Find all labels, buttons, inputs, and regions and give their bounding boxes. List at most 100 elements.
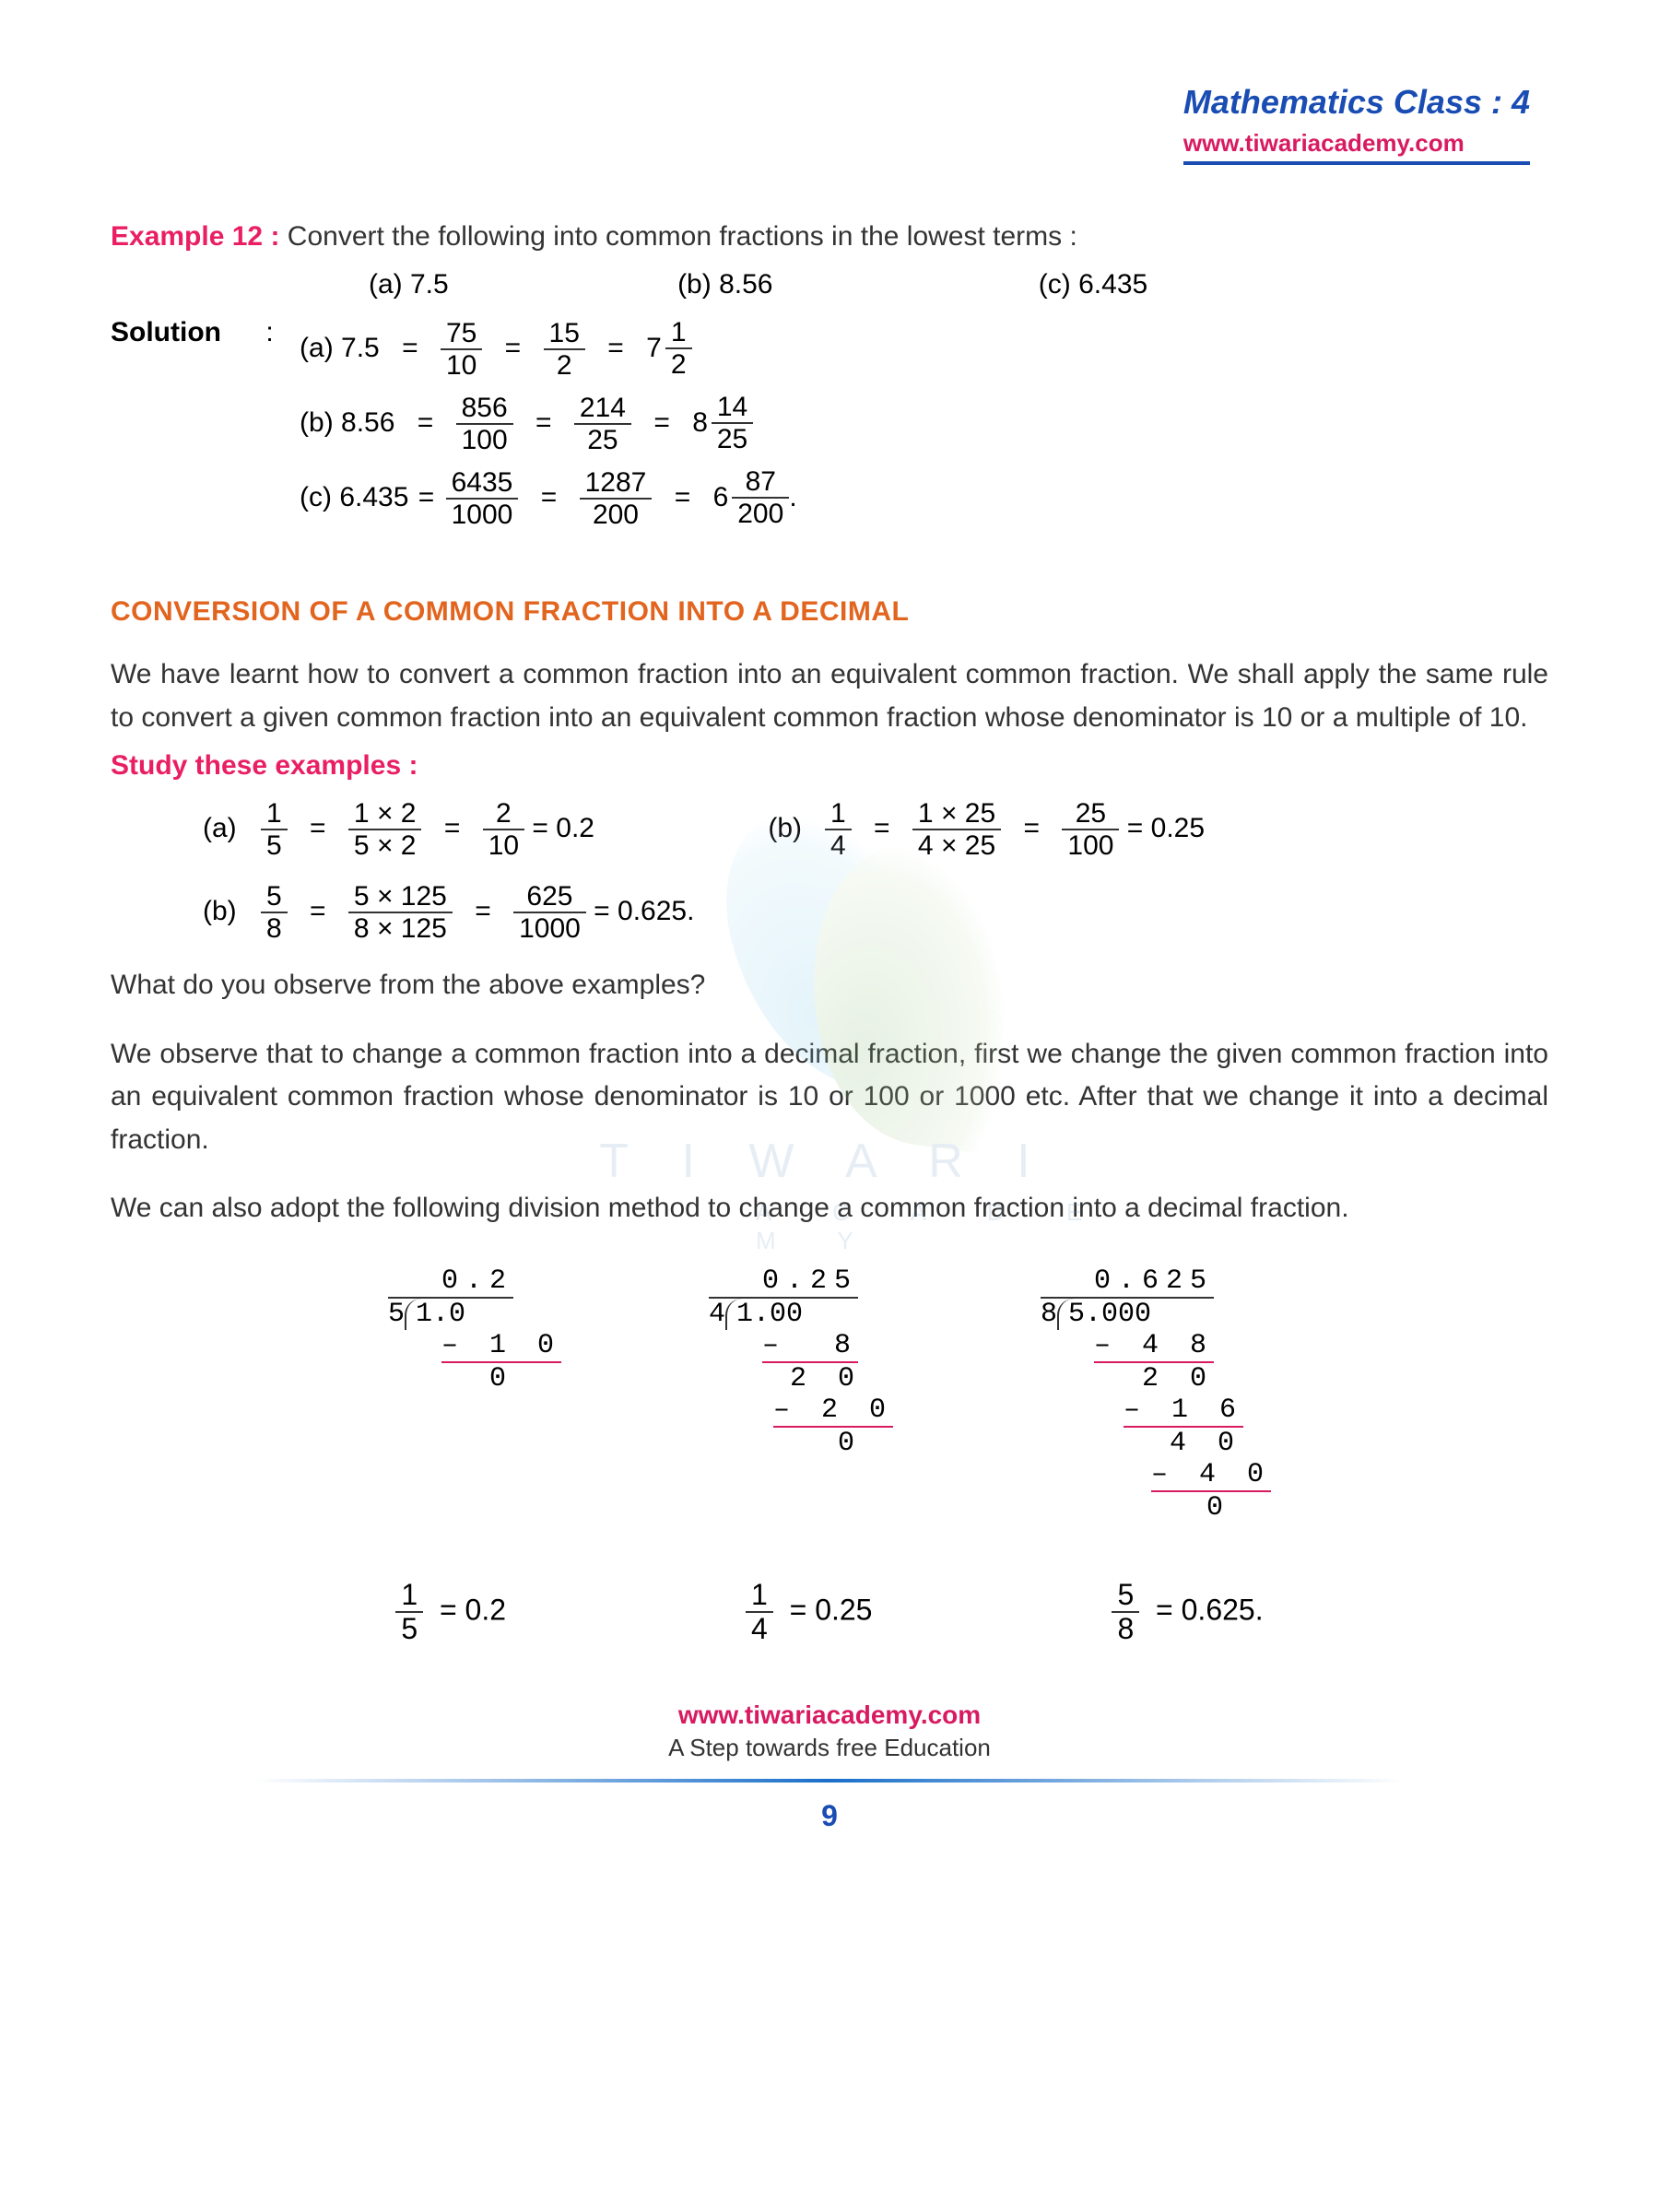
sol-c-f1-den: 1000 <box>446 500 519 530</box>
ld3-l4: 4 0 <box>1170 1428 1241 1459</box>
result-3: 58 = 0.625. <box>1112 1579 1263 1645</box>
ld3-l1: – 4 8 <box>1094 1330 1214 1363</box>
sol-b-f2-den: 25 <box>574 425 631 455</box>
ld3-l6: 0 <box>1206 1492 1230 1524</box>
study-b2-lbl: (b) <box>203 896 237 926</box>
res1-d: 5 <box>395 1613 423 1645</box>
sol-c-f2-num: 1287 <box>580 467 653 500</box>
res1-v: = 0.2 <box>440 1593 506 1626</box>
ld1-quot: 0.2 <box>388 1265 513 1299</box>
option-b: (b) 8.56 <box>677 269 772 300</box>
study-b1-md: 4 × 25 <box>912 830 1001 861</box>
solution: Solution : (a) 7.5 = 7510 = 152 = 712 (b… <box>111 317 1548 541</box>
solution-label: Solution <box>111 317 221 348</box>
solution-b: (b) 8.56 = 856100 = 21425 = 81425 <box>300 392 797 455</box>
sol-c-mix-num: 87 <box>732 466 789 499</box>
sol-b-f1-num: 856 <box>456 393 513 425</box>
study-b2-md: 8 × 125 <box>348 913 453 944</box>
study-a-dec: = 0.2 <box>532 813 594 843</box>
paragraph-1: We have learnt how to convert a common f… <box>111 653 1548 739</box>
footer-url: www.tiwariacademy.com <box>111 1700 1548 1730</box>
sol-c-f2-den: 200 <box>580 500 653 530</box>
sol-c-dot: . <box>789 482 796 512</box>
solution-lines: (a) 7.5 = 7510 = 152 = 712 (b) 8.56 = 85… <box>300 317 797 541</box>
long-division-zone: 0.2 51.0 – 1 0 0 0.25 41.00 – 8 2 0 – 2 … <box>111 1265 1548 1524</box>
study-b2: (b) 58 = 5 × 1258 × 125 = 6251000 = 0.62… <box>111 881 1548 944</box>
study-b1-dec: = 0.25 <box>1127 813 1205 843</box>
ld2-l1: – 8 <box>762 1330 858 1363</box>
header-url: www.tiwariacademy.com <box>1183 129 1530 158</box>
study-b2-rn: 625 <box>513 881 586 913</box>
ld2-l4: 0 <box>838 1428 862 1459</box>
study-b2-d: 8 <box>261 913 288 944</box>
example-text: Convert the following into common fracti… <box>288 221 1077 252</box>
study-a-mn: 1 × 2 <box>348 798 422 830</box>
solution-a: (a) 7.5 = 7510 = 152 = 712 <box>300 317 797 381</box>
study-b1-n: 1 <box>825 798 852 830</box>
header-title: Mathematics Class : 4 <box>1183 83 1530 122</box>
study-b1-rd: 100 <box>1062 830 1119 861</box>
ld2-l3: – 2 0 <box>773 1394 893 1428</box>
ld1-divisor: 5 <box>388 1299 405 1330</box>
study-a-rn: 2 <box>483 798 524 830</box>
sol-b-lhs: (b) 8.56 <box>300 407 394 438</box>
header-rule <box>1183 161 1530 165</box>
footer-rule <box>254 1779 1405 1783</box>
sol-a-f1-den: 10 <box>441 350 482 381</box>
res2-v: = 0.25 <box>790 1593 873 1626</box>
sol-c-mix-den: 200 <box>732 499 789 529</box>
sol-a-mix-num: 1 <box>665 317 692 349</box>
study-b2-n: 5 <box>261 881 288 913</box>
ld1-l2: 0 <box>489 1363 513 1394</box>
sol-b-f2-num: 214 <box>574 393 631 425</box>
res3-v: = 0.625. <box>1156 1593 1264 1626</box>
sol-b-mix-den: 25 <box>712 424 753 454</box>
ld3-l3: – 1 6 <box>1124 1394 1243 1428</box>
study-a-n: 1 <box>261 798 288 830</box>
study-a-rd: 10 <box>483 830 524 861</box>
result-1: 15 = 0.2 <box>395 1579 506 1645</box>
study-b1: (b) 14 = 1 × 254 × 25 = 25100 = 0.25 <box>768 798 1205 861</box>
page-number: 9 <box>111 1799 1548 1833</box>
sol-a-mix-den: 2 <box>665 349 692 380</box>
res2-d: 4 <box>746 1613 773 1645</box>
sol-c-whole: 6 <box>713 482 729 513</box>
sol-a-f2-num: 15 <box>544 318 585 350</box>
ld3-l2: 2 0 <box>1142 1363 1214 1394</box>
study-b2-mn: 5 × 125 <box>348 881 453 913</box>
study-b2-rd: 1000 <box>513 913 586 944</box>
paragraph-4: We can also adopt the following division… <box>111 1187 1548 1230</box>
ld2-dividend: 1.00 <box>725 1299 803 1330</box>
sol-a-lhs: (a) 7.5 <box>300 333 380 363</box>
ld1-dividend: 1.0 <box>405 1299 465 1330</box>
study-b1-d: 4 <box>825 830 852 861</box>
page: Mathematics Class : 4 www.tiwariacademy.… <box>0 0 1659 2212</box>
sol-c-f1-num: 6435 <box>446 467 519 500</box>
res3-d: 8 <box>1112 1613 1139 1645</box>
solution-colon: : <box>265 317 273 347</box>
solution-c: (c) 6.435 = 64351000 = 1287200 = 687200. <box>300 466 797 530</box>
study-a-lbl: (a) <box>203 813 237 843</box>
ld3-l5: – 4 0 <box>1151 1459 1271 1492</box>
ld3-dividend: 5.000 <box>1057 1299 1151 1330</box>
results-row: 15 = 0.2 14 = 0.25 58 = 0.625. <box>111 1579 1548 1645</box>
sol-b-whole: 8 <box>692 407 708 439</box>
footer-tagline: A Step towards free Education <box>111 1734 1548 1762</box>
ld2-l2: 2 0 <box>790 1363 862 1394</box>
res1-n: 1 <box>395 1579 423 1613</box>
option-c: (c) 6.435 <box>1039 269 1147 300</box>
sol-a-f2-den: 2 <box>544 350 585 381</box>
ld2-quot: 0.25 <box>709 1265 858 1299</box>
study-a-d: 5 <box>261 830 288 861</box>
longdiv-2: 0.25 41.00 – 8 2 0 – 2 0 0 <box>709 1265 893 1524</box>
example-options: (a) 7.5 (b) 8.56 (c) 6.435 <box>369 269 1548 300</box>
ld1-l1: – 1 0 <box>441 1330 561 1363</box>
example-prompt: Example 12 : Convert the following into … <box>111 221 1548 253</box>
sol-c-lhs: (c) 6.435 <box>300 482 408 512</box>
option-a: (a) 7.5 <box>369 269 449 300</box>
study-a-md: 5 × 2 <box>348 830 422 861</box>
page-footer: www.tiwariacademy.com A Step towards fre… <box>111 1700 1548 1833</box>
study-a: (a) 15 = 1 × 25 × 2 = 210 = 0.2 (b) 14 =… <box>111 798 1548 861</box>
study-b2-dec: = 0.625. <box>594 896 694 926</box>
sol-b-mix-num: 14 <box>712 392 753 424</box>
